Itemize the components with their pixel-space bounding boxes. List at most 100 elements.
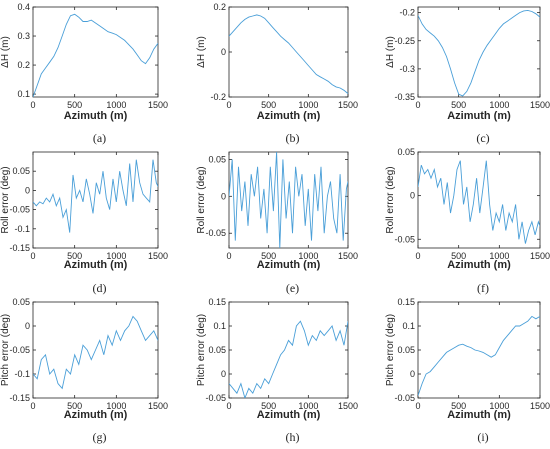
y-tick-label: -0.05 — [394, 234, 415, 244]
series-line — [229, 152, 348, 248]
panel-c: 0 500 1000 1500 -0.35 -0.3 -0.25 -0.2 Azimuth (m… — [385, 6, 550, 145]
y-tick-label: -0.05 — [9, 345, 30, 355]
panel-e: 0 500 1000 1500 -0.05 0 0.05 Azimuth (m) Roll er… — [196, 151, 358, 295]
series-line — [33, 315, 158, 390]
y-tick-label: 0.4 — [17, 2, 30, 12]
y-tick-label: -0.05 — [205, 228, 226, 238]
x-axis-label: Azimuth (m) — [64, 409, 128, 421]
x-axis-label: Azimuth (m) — [447, 259, 511, 271]
x-tick-label: 1000 — [106, 251, 126, 261]
axes-box — [417, 301, 541, 399]
x-tick-label: 500 — [261, 251, 276, 261]
y-tick-label: -0.05 — [205, 393, 226, 403]
y-tick-label: -0.2 — [399, 8, 415, 18]
x-tick-label: 1000 — [298, 251, 318, 261]
series-line — [418, 9, 540, 97]
panel-g: 0 500 1000 1500 -0.15 -0.1 -0.05 0 0.05 Azimuth (… — [0, 297, 168, 444]
y-tick-label: -0.1 — [14, 369, 30, 379]
x-tick-label: 0 — [226, 401, 231, 411]
y-tick-label: 0.05 — [12, 166, 30, 176]
panel-label: (f) — [477, 281, 489, 295]
x-axis-label: Azimuth (m) — [257, 259, 321, 271]
series-line — [229, 14, 348, 94]
x-tick-label: 1500 — [530, 251, 550, 261]
x-tick-label: 0 — [30, 401, 35, 411]
y-axis-label: Pitch error (deg) — [196, 314, 207, 386]
y-axis-label: Pitch error (deg) — [385, 314, 396, 386]
y-tick-label: 0.05 — [208, 345, 226, 355]
axes-box — [228, 301, 349, 399]
x-tick-label: 500 — [67, 100, 82, 110]
panel-label: (b) — [286, 131, 300, 145]
x-tick-label: 1000 — [489, 251, 509, 261]
y-tick-label: 0.2 — [17, 60, 30, 70]
x-tick-label: 500 — [67, 251, 82, 261]
x-tick-label: 1000 — [298, 401, 318, 411]
y-tick-label: -0.05 — [394, 393, 415, 403]
series-line — [33, 159, 158, 233]
y-axis-label: ΔH (m) — [196, 36, 207, 68]
panel-label: (a) — [93, 131, 106, 145]
y-tick-label: 0.05 — [397, 345, 415, 355]
x-tick-label: 1000 — [106, 401, 126, 411]
x-tick-label: 500 — [451, 251, 466, 261]
y-axis-label: ΔH (m) — [385, 36, 396, 68]
x-tick-label: 0 — [30, 251, 35, 261]
axes-box — [228, 151, 349, 249]
x-tick-label: 1000 — [106, 100, 126, 110]
x-tick-label: 500 — [261, 401, 276, 411]
series-line — [418, 160, 540, 244]
y-tick-label: 0.05 — [397, 147, 415, 157]
x-tick-label: 1000 — [489, 401, 509, 411]
series-line — [229, 320, 348, 398]
y-tick-label: 0 — [410, 191, 415, 201]
x-tick-label: 1500 — [338, 251, 358, 261]
y-tick-label: 0.1 — [213, 321, 226, 331]
x-tick-label: 0 — [226, 100, 231, 110]
x-tick-label: 1000 — [298, 100, 318, 110]
y-tick-label: -0.2 — [210, 92, 226, 102]
x-tick-label: 1500 — [530, 100, 550, 110]
x-tick-label: 0 — [415, 100, 420, 110]
y-tick-label: -0.05 — [9, 205, 30, 215]
axes-box — [417, 6, 541, 98]
x-tick-label: 0 — [415, 401, 420, 411]
x-tick-label: 1500 — [148, 251, 168, 261]
x-tick-label: 500 — [261, 100, 276, 110]
y-tick-label: 0.1 — [17, 89, 30, 99]
y-tick-label: -0.3 — [399, 64, 415, 74]
series-line — [33, 13, 158, 97]
panel-label: (g) — [93, 430, 107, 444]
y-tick-label: 0.1 — [402, 321, 415, 331]
y-axis-label: Roll error (deg) — [196, 166, 207, 233]
x-tick-label: 500 — [451, 401, 466, 411]
y-tick-label: 0.15 — [397, 297, 415, 307]
x-tick-label: 0 — [415, 251, 420, 261]
x-tick-label: 1500 — [530, 401, 550, 411]
panel-label: (i) — [477, 430, 488, 444]
x-tick-label: 500 — [451, 100, 466, 110]
x-tick-label: 1500 — [148, 100, 168, 110]
y-tick-label: -0.25 — [394, 36, 415, 46]
y-axis-label: Roll error (deg) — [0, 166, 11, 233]
axes-box — [32, 151, 159, 249]
axes-box — [32, 6, 159, 98]
x-axis-label: Azimuth (m) — [447, 409, 511, 421]
y-axis-label: Roll error (deg) — [385, 166, 396, 233]
y-tick-label: 0 — [221, 47, 226, 57]
y-axis-label: Pitch error (deg) — [0, 314, 11, 386]
panel-label: (d) — [93, 281, 107, 295]
x-axis-label: Azimuth (m) — [257, 110, 321, 122]
y-tick-label: 0.05 — [208, 154, 226, 164]
y-tick-label: 0.2 — [213, 2, 226, 12]
x-tick-label: 1500 — [148, 401, 168, 411]
x-tick-label: 0 — [226, 251, 231, 261]
y-tick-label: 0 — [221, 369, 226, 379]
panel-d: 0 500 1000 1500 -0.15 -0.1 -0.05 0 0.05 Azimuth (… — [0, 151, 168, 295]
y-tick-label: -0.15 — [9, 243, 30, 253]
panel-label: (h) — [286, 430, 300, 444]
